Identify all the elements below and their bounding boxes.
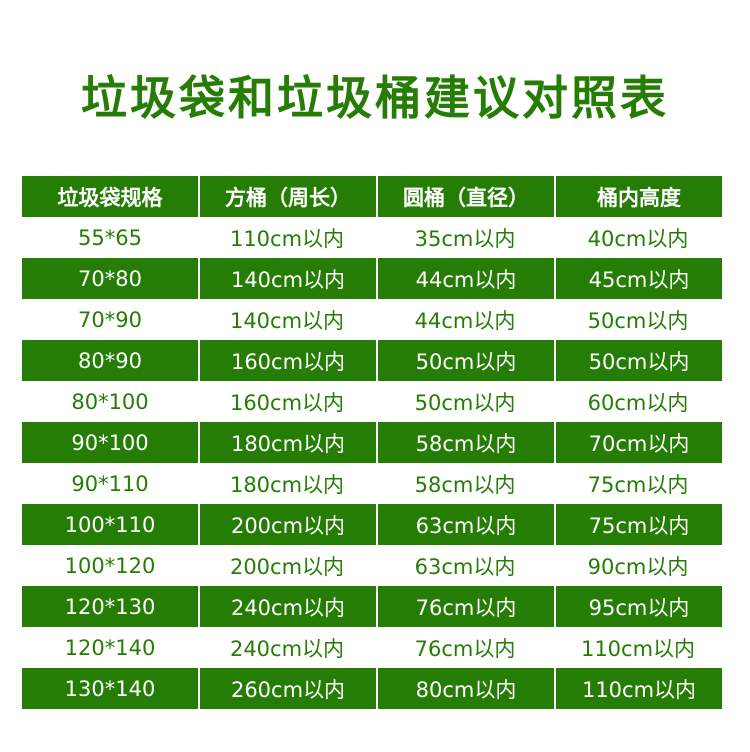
table-cell: 63cm以内 bbox=[414, 554, 516, 579]
table-cell: 140cm以内 bbox=[229, 308, 345, 333]
table-cell: 100*120 bbox=[64, 553, 156, 578]
table-row: 70*80 140cm以内 44cm以内 45cm以内 bbox=[22, 258, 722, 299]
table-cell: 44cm以内 bbox=[376, 258, 554, 299]
table-cell: 44cm以内 bbox=[414, 308, 516, 333]
table-cell: 90cm以内 bbox=[587, 554, 689, 579]
header-cell: 圆桶（直径） bbox=[376, 176, 554, 217]
table-cell: 240cm以内 bbox=[229, 636, 345, 661]
table-row: 130*140 260cm以内 80cm以内 110cm以内 bbox=[22, 668, 722, 709]
table-row: 100*120 200cm以内 63cm以内 90cm以内 bbox=[22, 545, 722, 586]
table-cell: 55*65 bbox=[78, 225, 142, 250]
table-cell: 63cm以内 bbox=[376, 504, 554, 545]
table-cell: 110cm以内 bbox=[580, 636, 696, 661]
table-cell: 260cm以内 bbox=[198, 668, 376, 709]
table-cell: 240cm以内 bbox=[198, 586, 376, 627]
table-cell: 120*130 bbox=[64, 594, 156, 619]
table-cell: 75cm以内 bbox=[587, 472, 689, 497]
table-cell: 200cm以内 bbox=[198, 504, 376, 545]
table-cell: 180cm以内 bbox=[229, 472, 345, 497]
table-row: 90*100 180cm以内 58cm以内 70cm以内 bbox=[22, 422, 722, 463]
header-cell: 桶内高度 bbox=[554, 176, 722, 217]
table-cell: 60cm以内 bbox=[587, 390, 689, 415]
table-row: 120*130 240cm以内 76cm以内 95cm以内 bbox=[22, 586, 722, 627]
header-cell: 方桶（周长） bbox=[198, 176, 376, 217]
comparison-table: 垃圾袋规格 方桶（周长） 圆桶（直径） 桶内高度 55*65 110cm以内 35c… bbox=[22, 176, 722, 709]
table-cell: 50cm以内 bbox=[554, 340, 722, 381]
header-cell: 垃圾袋规格 bbox=[57, 185, 163, 210]
table-cell: 120*140 bbox=[64, 635, 156, 660]
table-header: 垃圾袋规格 方桶（周长） 圆桶（直径） 桶内高度 bbox=[22, 176, 722, 217]
table-cell: 100*110 bbox=[64, 512, 156, 537]
table-cell: 80*100 bbox=[71, 389, 149, 414]
table-cell: 35cm以内 bbox=[414, 226, 516, 251]
table-row: 70*90 140cm以内 44cm以内 50cm以内 bbox=[22, 299, 722, 340]
table-cell: 200cm以内 bbox=[229, 554, 345, 579]
table-row: 80*90 160cm以内 50cm以内 50cm以内 bbox=[22, 340, 722, 381]
table-cell: 75cm以内 bbox=[554, 504, 722, 545]
table-cell: 110cm以内 bbox=[554, 668, 722, 709]
table-cell: 50cm以内 bbox=[376, 340, 554, 381]
table-cell: 110cm以内 bbox=[229, 226, 345, 251]
table-cell: 130*140 bbox=[64, 676, 156, 701]
table-row: 120*140 240cm以内 76cm以内 110cm以内 bbox=[22, 627, 722, 668]
table-cell: 70*80 bbox=[78, 266, 142, 291]
table-cell: 45cm以内 bbox=[554, 258, 722, 299]
table-cell: 76cm以内 bbox=[414, 636, 516, 661]
table-cell: 70cm以内 bbox=[554, 422, 722, 463]
table-row: 55*65 110cm以内 35cm以内 40cm以内 bbox=[22, 217, 722, 258]
table-cell: 80*90 bbox=[78, 348, 142, 373]
table-cell: 90*110 bbox=[71, 471, 149, 496]
table-cell: 76cm以内 bbox=[376, 586, 554, 627]
table-cell: 50cm以内 bbox=[587, 308, 689, 333]
table-cell: 180cm以内 bbox=[198, 422, 376, 463]
table-cell: 160cm以内 bbox=[198, 340, 376, 381]
table-cell: 95cm以内 bbox=[554, 586, 722, 627]
table-cell: 70*90 bbox=[78, 307, 142, 332]
table-cell: 58cm以内 bbox=[414, 472, 516, 497]
table-cell: 90*100 bbox=[71, 430, 149, 455]
table-row: 90*110 180cm以内 58cm以内 75cm以内 bbox=[22, 463, 722, 504]
table-cell: 80cm以内 bbox=[376, 668, 554, 709]
page-title: 垃圾袋和垃圾桶建议对照表 bbox=[81, 71, 669, 125]
table-cell: 58cm以内 bbox=[376, 422, 554, 463]
table-cell: 140cm以内 bbox=[198, 258, 376, 299]
table-cell: 160cm以内 bbox=[229, 390, 345, 415]
table-cell: 40cm以内 bbox=[587, 226, 689, 251]
table-row: 100*110 200cm以内 63cm以内 75cm以内 bbox=[22, 504, 722, 545]
table-row: 80*100 160cm以内 50cm以内 60cm以内 bbox=[22, 381, 722, 422]
table-cell: 50cm以内 bbox=[414, 390, 516, 415]
